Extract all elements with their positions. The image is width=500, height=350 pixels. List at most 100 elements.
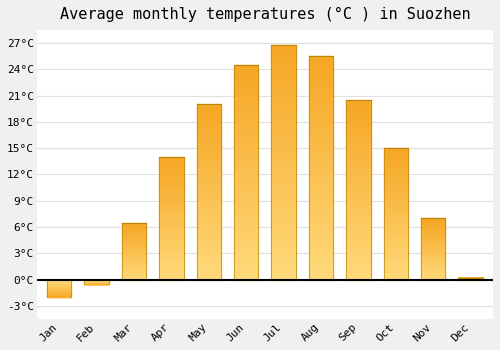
Bar [159, 167, 184, 169]
Bar [309, 154, 333, 159]
Bar [122, 239, 146, 240]
Bar [309, 123, 333, 128]
Bar [234, 262, 258, 267]
Bar [159, 265, 184, 267]
Bar [47, 295, 72, 296]
Bar [272, 242, 295, 247]
Bar [196, 213, 221, 217]
Bar [122, 231, 146, 232]
Bar [309, 222, 333, 226]
Bar [384, 219, 408, 222]
Bar [272, 256, 295, 261]
Bar [196, 196, 221, 199]
Bar [309, 262, 333, 266]
Bar [309, 70, 333, 74]
Bar [196, 273, 221, 276]
Bar [234, 147, 258, 151]
Bar [122, 265, 146, 266]
Bar [309, 173, 333, 177]
Bar [196, 252, 221, 255]
Bar [384, 177, 408, 180]
Bar [272, 73, 295, 78]
Bar [421, 270, 446, 271]
Bar [159, 233, 184, 236]
Bar [234, 69, 258, 73]
Bar [47, 280, 72, 281]
Bar [272, 270, 295, 275]
Bar [272, 68, 295, 73]
Bar [346, 222, 370, 226]
Bar [309, 266, 333, 271]
Bar [421, 244, 446, 245]
Bar [346, 269, 370, 272]
Bar [196, 231, 221, 234]
Bar [384, 238, 408, 240]
Bar [421, 265, 446, 266]
Bar [159, 184, 184, 187]
Bar [196, 104, 221, 108]
Bar [159, 191, 184, 194]
Bar [196, 143, 221, 146]
Bar [159, 182, 184, 184]
Bar [272, 186, 295, 190]
Bar [421, 239, 446, 240]
Bar [122, 245, 146, 246]
Bar [384, 235, 408, 238]
Bar [309, 56, 333, 61]
Bar [234, 237, 258, 241]
Bar [196, 125, 221, 129]
Bar [196, 227, 221, 231]
Bar [346, 175, 370, 179]
Bar [309, 181, 333, 186]
Bar [384, 193, 408, 196]
Bar [346, 190, 370, 194]
Bar [159, 218, 184, 221]
Bar [421, 253, 446, 254]
Bar [47, 294, 72, 295]
Bar [122, 237, 146, 239]
Bar [159, 187, 184, 189]
Bar [272, 200, 295, 204]
Bar [122, 275, 146, 276]
Bar [346, 118, 370, 121]
Bar [122, 251, 146, 252]
Bar [384, 274, 408, 277]
Bar [421, 278, 446, 280]
Bar [196, 262, 221, 266]
Bar [159, 260, 184, 262]
Bar [384, 153, 408, 156]
Bar [346, 247, 370, 251]
Bar [384, 227, 408, 230]
Bar [384, 185, 408, 188]
Bar [47, 283, 72, 284]
Bar [346, 165, 370, 168]
Bar [159, 243, 184, 245]
Bar [234, 177, 258, 181]
Bar [309, 105, 333, 110]
Bar [421, 262, 446, 264]
Bar [196, 164, 221, 168]
Bar [421, 226, 446, 227]
Bar [196, 171, 221, 175]
Bar [272, 130, 295, 134]
Bar [159, 199, 184, 201]
Bar [346, 121, 370, 125]
Bar [159, 162, 184, 164]
Bar [346, 240, 370, 244]
Bar [122, 223, 146, 224]
Bar [272, 233, 295, 237]
Bar [272, 275, 295, 280]
Bar [234, 194, 258, 198]
Bar [122, 252, 146, 253]
Bar [234, 108, 258, 112]
Bar [421, 256, 446, 258]
Bar [196, 266, 221, 269]
Bar [346, 251, 370, 254]
Bar [346, 186, 370, 190]
Bar [196, 192, 221, 196]
Bar [384, 240, 408, 243]
Bar [384, 214, 408, 217]
Bar [234, 130, 258, 134]
Bar [272, 125, 295, 130]
Bar [122, 273, 146, 274]
